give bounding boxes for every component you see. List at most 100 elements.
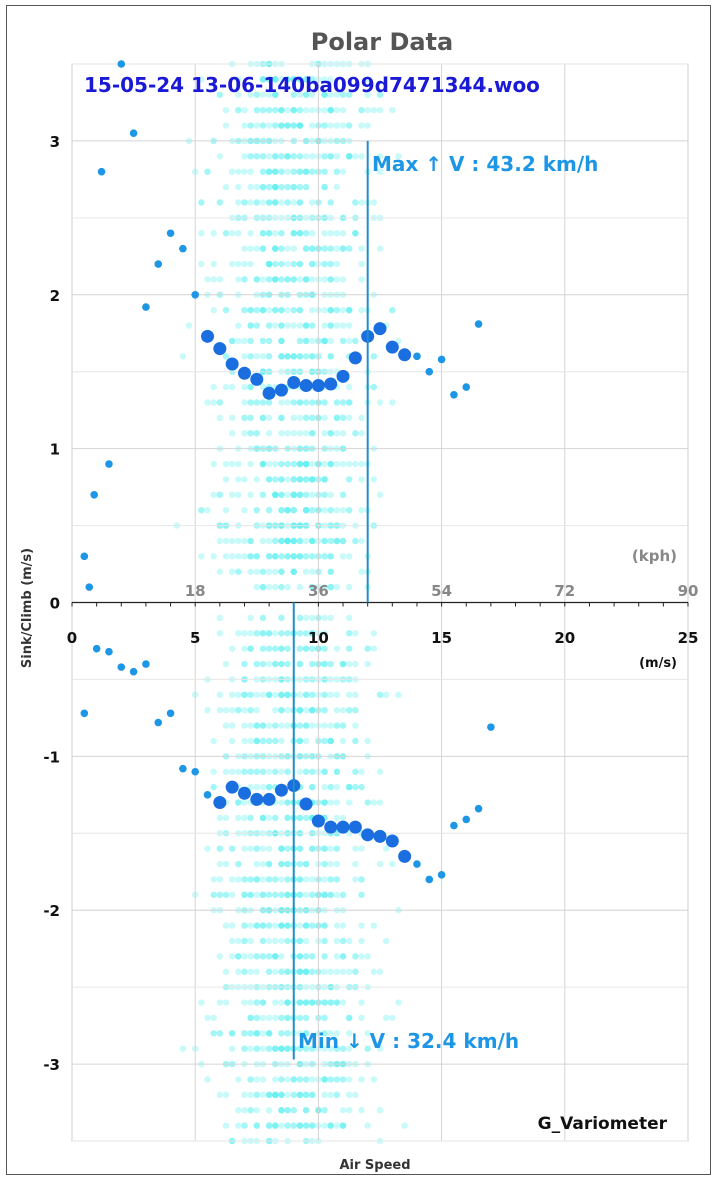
cloud-dot — [272, 953, 279, 960]
cloud-dot — [302, 460, 310, 468]
cloud-dot — [302, 999, 310, 1006]
cloud-dot — [333, 937, 341, 945]
cloud-dot — [302, 1076, 310, 1083]
cloud-dot — [235, 106, 242, 114]
cloud-dot — [333, 876, 341, 883]
cloud-dot — [309, 306, 316, 314]
cloud-dot — [272, 322, 279, 329]
cloud-dot — [309, 168, 316, 175]
cloud-dot — [247, 414, 254, 422]
cloud-dot — [296, 353, 304, 360]
cloud-dot — [290, 183, 297, 191]
cloud-dot — [290, 276, 297, 283]
cloud-dot — [339, 414, 347, 422]
cloud-dot — [352, 430, 359, 437]
cloud-dot — [321, 322, 328, 329]
cloud-dot — [265, 168, 273, 175]
cloud-dot — [296, 1122, 304, 1129]
cloud-dot — [290, 460, 297, 468]
cloud-dot — [346, 630, 353, 637]
cloud-dot — [278, 506, 285, 514]
cloud-dot — [241, 106, 248, 114]
cloud-dot — [302, 491, 310, 498]
cloud-dot — [259, 168, 267, 175]
cloud-dot — [265, 737, 273, 745]
cloud-dot — [228, 737, 236, 745]
cloud-dot — [321, 106, 328, 114]
cloud-dot — [358, 845, 365, 852]
cloud-dot — [284, 691, 291, 699]
cloud-dot — [358, 876, 365, 883]
cloud-dot — [272, 660, 279, 668]
cloud-dot — [346, 306, 353, 314]
cloud-dot — [327, 660, 334, 668]
mean-point — [348, 820, 362, 834]
cloud-dot — [358, 306, 365, 314]
data-point — [437, 871, 446, 879]
cloud-dot — [309, 91, 316, 98]
cloud-dot — [339, 537, 347, 545]
cloud-dot — [265, 76, 273, 83]
cloud-dot — [296, 707, 304, 714]
cloud-dot — [321, 999, 328, 1006]
cloud-dot — [265, 322, 273, 329]
cloud-dot — [253, 922, 260, 929]
cloud-dot — [309, 707, 316, 714]
cloud-dot — [284, 1030, 291, 1037]
cloud-dot — [272, 199, 279, 206]
cloud-dot — [247, 306, 254, 314]
cloud-dot — [352, 845, 359, 852]
cloud-dot — [290, 260, 297, 268]
cloud-dot — [278, 168, 285, 175]
cloud-dot — [259, 276, 267, 283]
cloud-dot — [278, 583, 285, 591]
cloud-dot — [346, 306, 353, 314]
cloud-dot — [321, 1045, 328, 1052]
cloud-dot — [358, 537, 365, 545]
mean-point — [201, 329, 215, 343]
cloud-dot — [284, 537, 291, 545]
cloud-dot — [278, 922, 285, 929]
cloud-dot — [259, 76, 267, 83]
cloud-dot — [290, 260, 297, 268]
cloud-dot — [241, 306, 248, 314]
cloud-dot — [309, 845, 316, 852]
min-speed-annotation: Min ↓ V : 32.4 km/h — [298, 1029, 519, 1053]
cloud-dot — [389, 1014, 396, 1022]
cloud-dot — [302, 245, 310, 252]
cloud-dot — [284, 845, 291, 852]
cloud-dot — [235, 630, 242, 637]
cloud-dot — [302, 322, 310, 329]
cloud-dot — [358, 153, 365, 160]
cloud-dot — [346, 476, 353, 483]
cloud-dot — [253, 737, 260, 745]
cloud-dot — [259, 768, 267, 775]
cloud-dot — [339, 491, 347, 498]
data-point — [425, 367, 434, 376]
cloud-dot — [253, 91, 260, 98]
cloud-dot — [302, 460, 310, 468]
cloud-dot — [259, 583, 267, 591]
cloud-dot — [321, 476, 328, 483]
mean-point — [274, 783, 288, 797]
cloud-dot — [284, 999, 291, 1006]
cloud-dot — [284, 891, 291, 899]
chart-subtitle: 15-05-24 13-06-140ba099d7471344.woo — [84, 73, 540, 97]
cloud-dot — [284, 999, 291, 1006]
cloud-dot — [259, 691, 267, 699]
data-point — [97, 167, 106, 176]
cloud-dot — [235, 768, 242, 775]
cloud-dot — [302, 722, 310, 729]
cloud-dot — [284, 306, 291, 314]
cloud-dot — [259, 122, 267, 129]
cloud-dot — [272, 737, 279, 745]
cloud-dot — [327, 260, 334, 268]
cloud-dot — [327, 491, 334, 498]
cloud-dot — [302, 553, 310, 560]
mean-point — [311, 379, 325, 393]
cloud-dot — [358, 953, 365, 960]
cloud-dot — [216, 153, 224, 160]
cloud-dot — [333, 968, 341, 975]
cloud-dot — [327, 506, 334, 514]
cloud-dot — [284, 1122, 291, 1129]
